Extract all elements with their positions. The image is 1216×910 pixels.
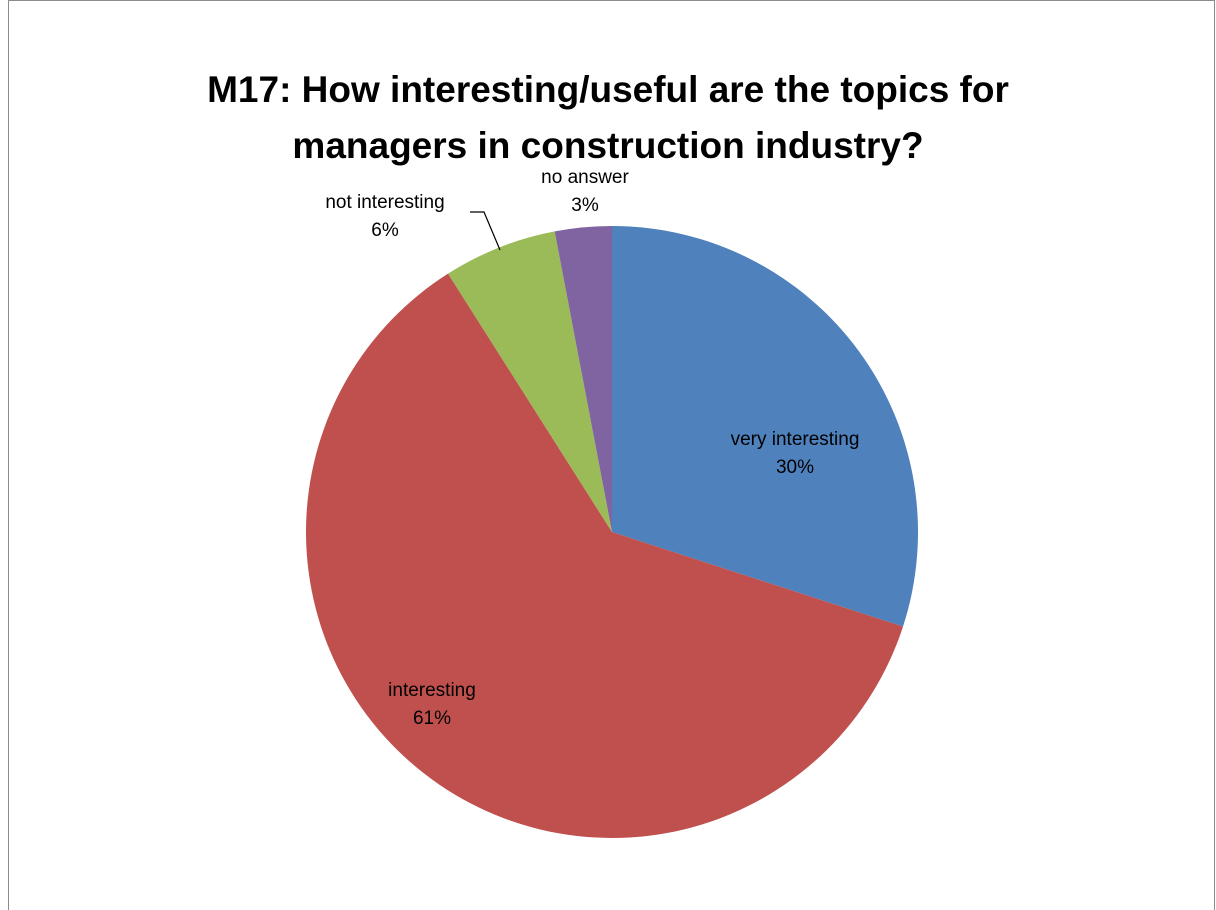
slice-value-label: 30% bbox=[776, 457, 814, 478]
slice-value-label: 3% bbox=[571, 195, 599, 216]
chart-title: M17: How interesting/useful are the topi… bbox=[207, 69, 1009, 166]
pie-slice bbox=[448, 231, 612, 532]
slice-value-label: 6% bbox=[371, 220, 399, 241]
pie-slice bbox=[554, 226, 612, 532]
slice-value-label: 61% bbox=[413, 708, 451, 729]
leader-line bbox=[470, 211, 501, 251]
slice-label: not interesting bbox=[325, 192, 444, 213]
chart-frame bbox=[8, 0, 1215, 910]
pie-slice bbox=[612, 226, 918, 627]
slice-label: no answer bbox=[541, 167, 629, 188]
pie-slice bbox=[306, 273, 904, 839]
slice-label: interesting bbox=[388, 680, 476, 701]
slice-label: very interesting bbox=[731, 429, 860, 450]
